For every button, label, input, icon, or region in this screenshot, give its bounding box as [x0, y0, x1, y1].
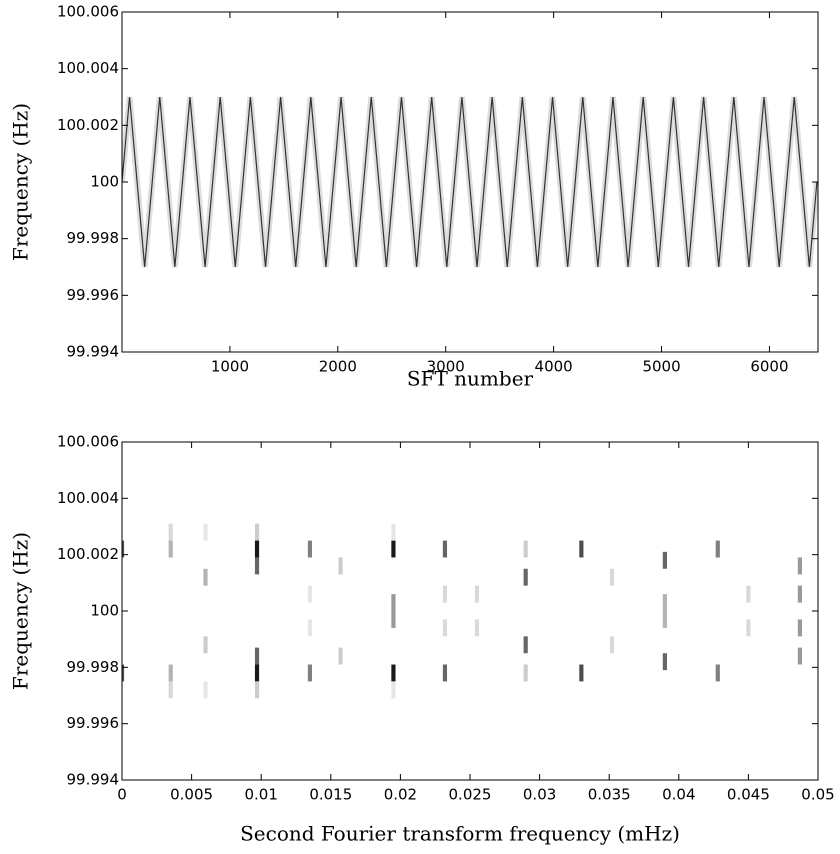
heat-cell	[797, 585, 802, 603]
heat-cell	[442, 619, 448, 637]
y-tick-label: 100.002	[57, 545, 119, 563]
heat-cell	[746, 585, 751, 603]
heat-cell	[254, 523, 260, 541]
y-tick-label: 99.996	[67, 714, 120, 732]
heat-cell	[122, 540, 125, 558]
x-tick-label: 0	[117, 786, 127, 804]
x-tick-label: 0.015	[309, 786, 352, 804]
heat-cell	[203, 636, 208, 654]
heat-cell	[579, 664, 584, 682]
heat-cell	[442, 585, 448, 603]
y-axis-label: Frequency (Hz)	[9, 103, 33, 261]
x-tick-label: 2000	[319, 358, 357, 376]
heat-cell	[442, 664, 448, 682]
heat-cell	[797, 557, 802, 575]
heat-cell	[391, 540, 396, 558]
heat-cell	[168, 681, 173, 699]
heat-cell	[746, 619, 751, 637]
x-tick-label: 1000	[211, 358, 249, 376]
heat-cell	[254, 557, 260, 575]
heat-cell	[391, 523, 396, 541]
heat-cell	[662, 611, 667, 628]
signal-track	[122, 96, 818, 268]
heat-cell	[523, 540, 528, 558]
heat-cell	[122, 664, 125, 682]
heat-cell	[338, 647, 343, 665]
y-tick-label: 99.998	[67, 229, 120, 247]
y-tick-label: 99.998	[67, 658, 120, 676]
y-tick-label: 100.006	[57, 3, 119, 21]
heat-cell	[662, 551, 667, 569]
heat-cell	[307, 585, 313, 603]
heat-cell	[609, 568, 615, 586]
heat-cell	[442, 540, 448, 558]
plot-area	[122, 96, 818, 268]
heat-cell	[307, 619, 313, 637]
heat-cell	[715, 540, 720, 558]
heat-cell	[391, 664, 396, 682]
heat-cell	[662, 594, 667, 611]
heat-cell	[203, 568, 208, 586]
y-tick-label: 100	[90, 602, 119, 620]
y-tick-label: 100.006	[57, 433, 119, 451]
heat-cell	[203, 523, 208, 541]
heat-cell	[523, 664, 528, 682]
y-tick-label: 99.994	[67, 771, 120, 789]
heat-cell	[474, 585, 480, 603]
heat-cell	[523, 636, 528, 654]
x-tick-label: 3000	[427, 358, 465, 376]
x-tick-label: 6000	[750, 358, 788, 376]
heat-cell	[203, 681, 208, 699]
heat-cell	[797, 619, 802, 637]
x-tick-label: 0.03	[523, 786, 556, 804]
heat-cell	[391, 611, 396, 628]
y-tick-label: 99.996	[67, 286, 120, 304]
heat-cell	[254, 664, 260, 682]
heat-cell	[797, 647, 802, 665]
heat-cell	[474, 619, 480, 637]
y-tick-label: 100.002	[57, 116, 119, 134]
panel: 99.994 99.996 99.998 100 100.002 100.004 100.0…	[9, 433, 835, 846]
x-axis-label: SFT number	[407, 367, 534, 391]
y-tick-label: 100	[90, 173, 119, 191]
x-tick-label: 0.05	[801, 786, 834, 804]
x-tick-label: 0.025	[449, 786, 492, 804]
y-tick-label: 99.994	[67, 343, 120, 361]
x-tick-label: 0.035	[588, 786, 631, 804]
x-tick-label: 0.04	[662, 786, 695, 804]
heat-cell	[715, 664, 720, 682]
heat-cell	[338, 557, 343, 575]
heat-cell	[579, 540, 584, 558]
heat-cell	[168, 664, 173, 682]
x-axis-label: Second Fourier transform frequency (mHz)	[240, 822, 680, 846]
heat-cell	[662, 653, 667, 671]
heat-cell	[391, 594, 396, 611]
x-tick-label: 0.005	[170, 786, 213, 804]
heat-cell	[391, 681, 396, 699]
y-axis-label: Frequency (Hz)	[9, 532, 33, 690]
heat-cell	[523, 568, 528, 586]
heat-cell	[168, 523, 173, 541]
x-tick-label: 5000	[642, 358, 680, 376]
x-tick-label: 4000	[535, 358, 573, 376]
heat-cell	[168, 540, 173, 558]
heat-cell	[307, 540, 313, 558]
x-tick-label: 0.01	[244, 786, 277, 804]
y-tick-label: 100.004	[57, 489, 119, 507]
heat-cell	[609, 636, 615, 654]
panel: 99.994 99.996 99.998 100 100.002 100.004 100.0…	[9, 3, 819, 391]
axes-frame	[121, 441, 819, 781]
heat-cell	[307, 664, 313, 682]
heat-cell	[254, 540, 260, 558]
y-tick-label: 100.004	[57, 59, 119, 77]
x-tick-label: 0.02	[384, 786, 417, 804]
plot-area	[122, 523, 802, 699]
heat-cell	[254, 681, 260, 699]
x-tick-label: 0.045	[727, 786, 770, 804]
heat-cell	[254, 647, 260, 665]
